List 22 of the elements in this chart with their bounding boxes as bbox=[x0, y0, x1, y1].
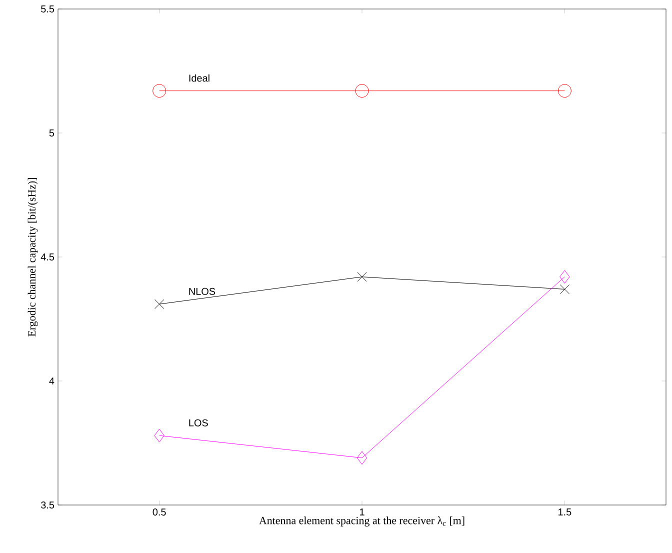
y-axis-title: Ergodic channel capacity [bit/(sHz)] bbox=[28, 178, 38, 336]
point bbox=[154, 428, 164, 442]
point bbox=[356, 451, 368, 465]
series-label: LOS bbox=[189, 419, 208, 426]
y-tick-label: 3.5 bbox=[41, 501, 54, 509]
x-tick-label: 0.5 bbox=[152, 508, 166, 516]
y-tick-label: 4 bbox=[49, 378, 54, 384]
y-tick-label: 4.5 bbox=[40, 254, 54, 260]
x-tick-label: 1 bbox=[360, 508, 364, 516]
point bbox=[152, 84, 166, 98]
series-label: NLOS bbox=[189, 288, 216, 295]
point bbox=[357, 272, 367, 282]
y-tick-label: 5 bbox=[49, 130, 54, 136]
series-label: Ideal bbox=[189, 74, 210, 82]
point bbox=[355, 84, 369, 98]
point bbox=[154, 299, 164, 309]
y-tick-label: 5.5 bbox=[41, 6, 54, 12]
point bbox=[560, 270, 570, 284]
x-tick-label: 1.5 bbox=[558, 508, 572, 516]
x-axis-title: Antenna element spacing at the receiver λ$_{c}$ [m] bbox=[259, 516, 464, 527]
point bbox=[558, 84, 572, 98]
point bbox=[560, 284, 570, 294]
